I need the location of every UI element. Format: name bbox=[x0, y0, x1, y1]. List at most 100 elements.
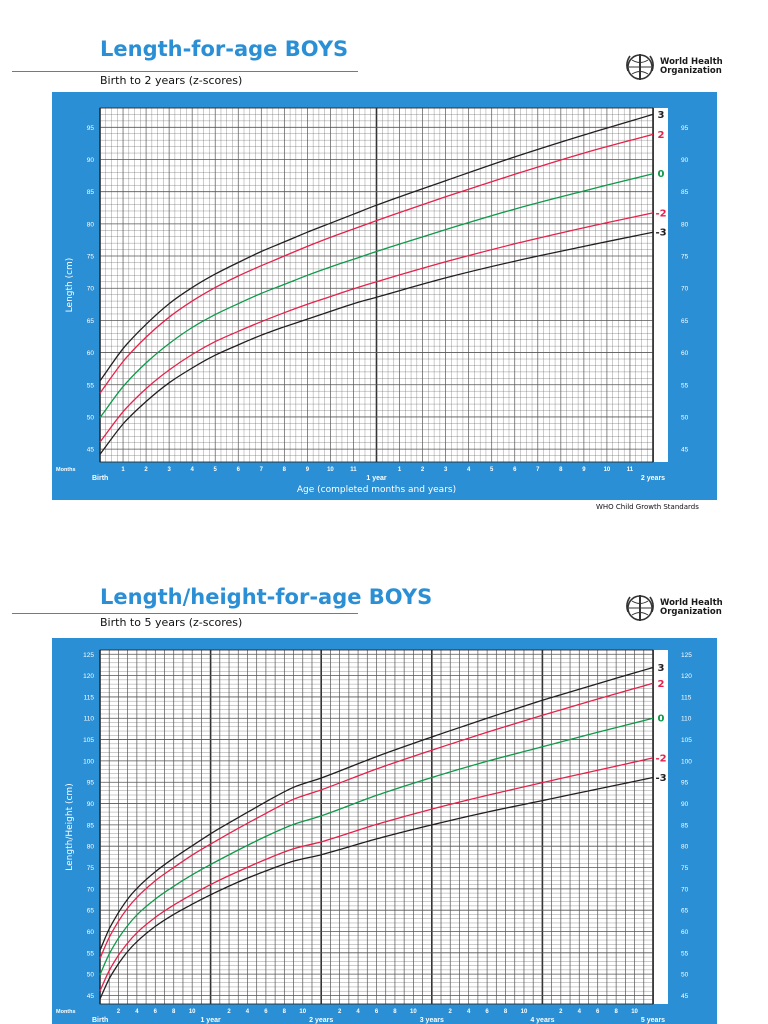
x-month-label: 10 bbox=[299, 1009, 306, 1015]
z-label--3: -3 bbox=[655, 228, 666, 239]
x-month-label: 2 bbox=[117, 1009, 121, 1015]
x-month-label: 8 bbox=[172, 1009, 176, 1015]
x-month-label: 8 bbox=[283, 467, 287, 473]
x-month-label: 10 bbox=[410, 1009, 417, 1015]
x-month-label: 6 bbox=[485, 1009, 489, 1015]
x-month-label: 9 bbox=[582, 467, 586, 473]
y-tick-label-left: 85 bbox=[87, 822, 95, 829]
x-month-label: 8 bbox=[504, 1009, 508, 1015]
x-month-label: 6 bbox=[154, 1009, 158, 1015]
x-month-label: 6 bbox=[375, 1009, 379, 1015]
who-name-line2: Organization bbox=[660, 607, 722, 617]
y-tick-label-right: 65 bbox=[681, 908, 689, 915]
chart1-subtitle: Birth to 2 years (z-scores) bbox=[100, 74, 243, 87]
y-tick-label-left: 45 bbox=[87, 993, 95, 1000]
x-year-label: Birth bbox=[92, 1017, 108, 1024]
x-year-label: Birth bbox=[92, 475, 108, 482]
x-month-label: 3 bbox=[444, 467, 448, 473]
x-month-label: 6 bbox=[596, 1009, 600, 1015]
curves bbox=[99, 113, 654, 455]
x-month-label: 6 bbox=[237, 467, 241, 473]
x-month-label: 8 bbox=[393, 1009, 397, 1015]
y-tick-label-left: 90 bbox=[87, 157, 95, 164]
x-month-label: 11 bbox=[627, 467, 634, 473]
z-label--2: -2 bbox=[655, 753, 666, 764]
who-emblem-icon bbox=[626, 54, 654, 80]
z-label-0: 0 bbox=[658, 169, 665, 180]
y-tick-label-right: 60 bbox=[681, 350, 689, 357]
y-tick-label-left: 95 bbox=[87, 125, 95, 132]
y-tick-label-right: 100 bbox=[681, 758, 692, 765]
x-month-label: 4 bbox=[135, 1009, 139, 1015]
y-tick-label-left: 110 bbox=[84, 716, 95, 723]
x-month-label: 9 bbox=[306, 467, 310, 473]
z-label-0: 0 bbox=[658, 714, 665, 725]
y-tick-label-left: 95 bbox=[87, 780, 95, 787]
y-tick-label-right: 75 bbox=[681, 865, 689, 872]
x-year-label: 2 years bbox=[309, 1017, 333, 1024]
y-axis-label: Length/Height (cm) bbox=[65, 783, 75, 870]
who-name-line2: Organization bbox=[660, 66, 722, 76]
z-label--2: -2 bbox=[655, 208, 666, 219]
y-tick-label-left: 65 bbox=[87, 908, 95, 915]
footer-source: WHO Child Growth Standards bbox=[596, 503, 699, 511]
x-month-label: 5 bbox=[490, 467, 494, 473]
x-year-label: 2 years bbox=[641, 475, 665, 482]
curve-sd--2 bbox=[99, 757, 654, 992]
y-tick-label-left: 75 bbox=[87, 254, 95, 261]
x-year-label: 3 years bbox=[420, 1017, 444, 1024]
plot-border bbox=[99, 649, 654, 1005]
y-tick-label-left: 115 bbox=[84, 694, 95, 701]
y-tick-label-right: 45 bbox=[681, 447, 689, 454]
y-tick-label-right: 105 bbox=[681, 737, 692, 744]
x-month-label: 10 bbox=[604, 467, 611, 473]
x-unit-label: Months bbox=[56, 1009, 76, 1015]
chart2-title-rule bbox=[12, 613, 358, 614]
y-tick-label-left: 70 bbox=[87, 886, 95, 893]
x-axis-label: Age (completed months and years) bbox=[297, 485, 456, 495]
y-tick-label-right: 55 bbox=[681, 382, 689, 389]
chart1-title-rule bbox=[12, 71, 358, 72]
who-name-line1: World Health bbox=[660, 57, 723, 67]
curve-sd-3 bbox=[99, 666, 654, 951]
y-tick-label-right: 90 bbox=[681, 801, 689, 808]
x-month-label: 4 bbox=[356, 1009, 360, 1015]
y-tick-label-right: 95 bbox=[681, 125, 689, 132]
y-tick-label-right: 115 bbox=[681, 694, 692, 701]
x-month-label: 3 bbox=[167, 467, 171, 473]
curve-sd-2 bbox=[99, 682, 654, 959]
y-tick-label-right: 70 bbox=[681, 286, 689, 293]
x-month-label: 7 bbox=[536, 467, 540, 473]
y-tick-label-left: 50 bbox=[87, 414, 95, 421]
who-logo-group-2: World Health Organization bbox=[624, 592, 723, 624]
x-year-label: 4 years bbox=[530, 1017, 554, 1024]
x-month-label: 4 bbox=[578, 1009, 582, 1015]
y-tick-label-right: 50 bbox=[681, 972, 689, 979]
x-month-label: 4 bbox=[467, 1009, 471, 1015]
x-unit-label: Months bbox=[56, 467, 76, 473]
x-month-label: 1 bbox=[121, 467, 125, 473]
y-tick-label-left: 60 bbox=[87, 929, 95, 936]
x-month-label: 2 bbox=[144, 467, 148, 473]
x-month-label: 2 bbox=[227, 1009, 231, 1015]
who-name-line1: World Health bbox=[660, 598, 723, 608]
x-year-label: 5 years bbox=[641, 1017, 665, 1024]
y-tick-label-right: 85 bbox=[681, 822, 689, 829]
y-tick-label-left: 55 bbox=[87, 382, 95, 389]
y-tick-label-left: 100 bbox=[83, 758, 94, 765]
y-tick-label-left: 70 bbox=[87, 286, 95, 293]
who-logo-group: World Health Organization bbox=[624, 51, 723, 83]
curves bbox=[99, 666, 654, 1000]
chart2-title: Length/height-for-age BOYS bbox=[100, 585, 433, 609]
x-month-label: 1 bbox=[398, 467, 402, 473]
z-label-3: 3 bbox=[658, 110, 665, 121]
z-label-strip bbox=[654, 650, 668, 1004]
y-tick-label-left: 125 bbox=[83, 652, 94, 659]
y-tick-label-right: 55 bbox=[681, 950, 689, 957]
x-month-label: 8 bbox=[559, 467, 563, 473]
z-label-3: 3 bbox=[658, 663, 665, 674]
x-month-label: 11 bbox=[350, 467, 357, 473]
x-year-label: 1 year bbox=[200, 1017, 221, 1024]
curve-sd-2 bbox=[99, 133, 654, 394]
